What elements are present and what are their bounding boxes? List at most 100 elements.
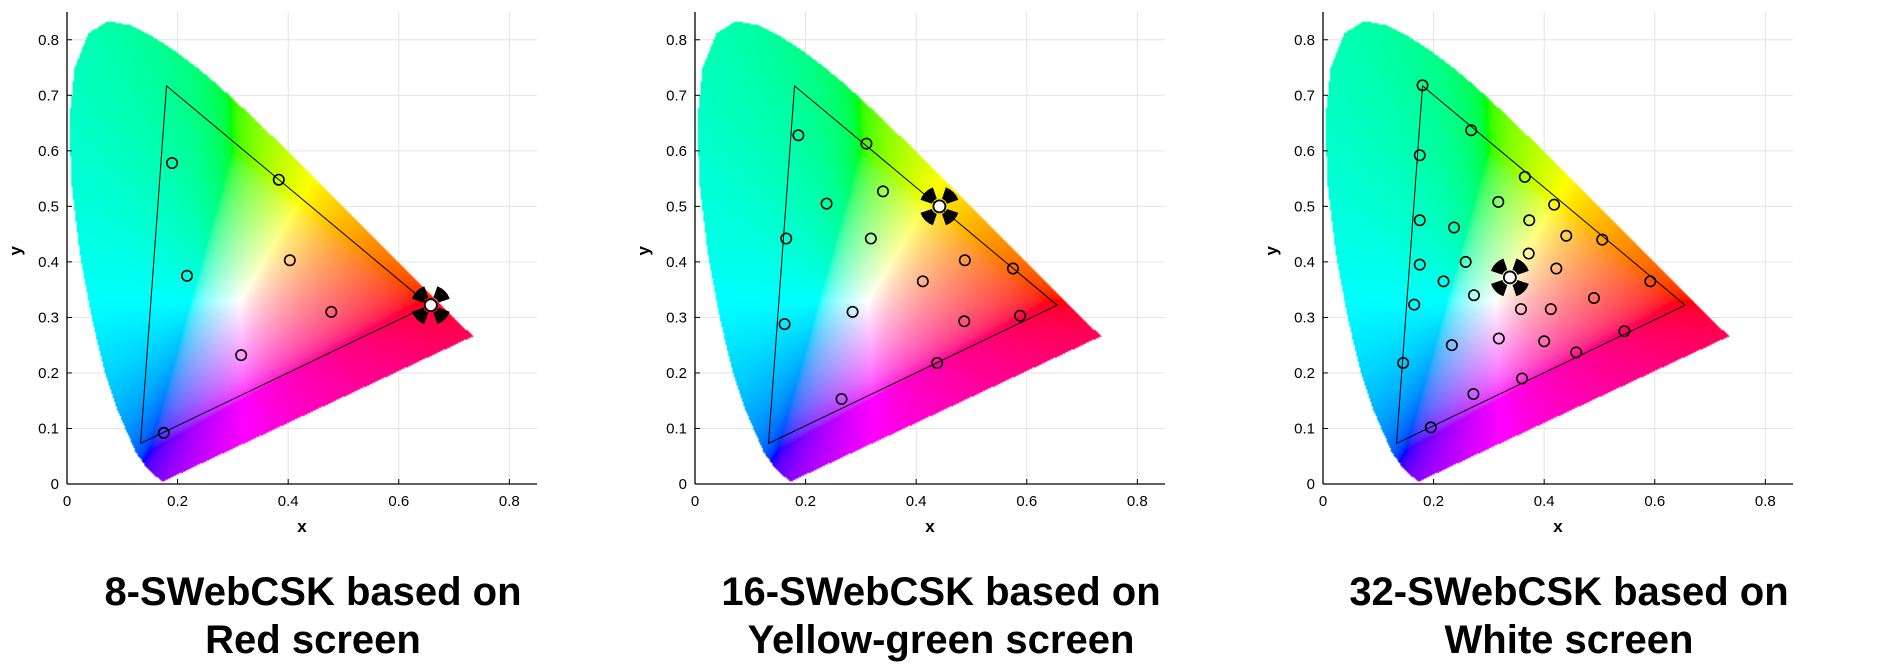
y-tick-label: 0.6 xyxy=(1294,143,1315,160)
y-tick-label: 0.7 xyxy=(38,87,59,104)
chromaticity-diagram xyxy=(67,12,482,484)
caption-line-2: Yellow-green screen xyxy=(747,618,1135,662)
y-tick-label: 0.4 xyxy=(666,254,687,271)
chart-panel-yellow-green: 0 0.2 0.4 0.6 0.8 0 0.1 0.2 0.3 0.4 0.5 0.6 0.7 0.8 x y… xyxy=(628,0,1254,669)
chart-panel-red: 0 0.2 0.4 0.6 0.8 0 0.1 0.2 0.3 0.4 0.5 0.6 0.7 0.8 x y… xyxy=(0,0,626,669)
marker-petal xyxy=(411,286,429,303)
data-point xyxy=(1560,229,1573,242)
data-point xyxy=(1397,356,1410,369)
x-tick-label: 0.8 xyxy=(1127,493,1148,510)
x-tick-label: 0.6 xyxy=(1644,493,1665,510)
caption: 32-SWebCSK based on White screen xyxy=(1256,568,1877,664)
y-tick-label: 0.2 xyxy=(1294,365,1315,382)
y-tick-label: 0.8 xyxy=(1294,32,1315,49)
y-tick-label: 0.5 xyxy=(1294,198,1315,215)
y-tick-label: 0.2 xyxy=(38,365,59,382)
data-point xyxy=(166,157,179,170)
x-axis-label: x xyxy=(297,517,307,536)
y-tick-label: 0.6 xyxy=(38,143,59,160)
data-point xyxy=(1413,214,1426,227)
data-point xyxy=(780,232,793,245)
x-tick-label: 0 xyxy=(63,493,71,510)
data-point xyxy=(157,426,170,439)
data-point xyxy=(1644,275,1657,288)
data-point xyxy=(820,197,833,210)
data-point xyxy=(1437,275,1450,288)
x-tick-label: 0.2 xyxy=(1423,493,1444,510)
y-tick-label: 0.1 xyxy=(666,420,687,437)
data-point xyxy=(1014,309,1027,322)
data-point xyxy=(931,356,944,369)
y-tick-label: 0.3 xyxy=(38,309,59,326)
caption-line-2: White screen xyxy=(1444,618,1694,662)
highlight-point xyxy=(423,298,438,313)
data-point xyxy=(1518,170,1531,183)
marker-petal xyxy=(920,187,937,204)
y-tick-label: 0.4 xyxy=(1294,254,1315,271)
x-tick-label: 0.8 xyxy=(499,493,520,510)
x-tick-label: 0 xyxy=(691,493,699,510)
x-tick-label: 0.4 xyxy=(1534,493,1555,510)
marker-petal xyxy=(920,209,937,226)
y-tick-label: 0.8 xyxy=(38,32,59,49)
data-point xyxy=(1448,221,1461,234)
marker-petal xyxy=(942,187,959,204)
data-point xyxy=(1544,303,1557,316)
y-tick-label: 0.8 xyxy=(666,32,687,49)
data-point xyxy=(1538,335,1551,348)
x-tick-label: 0.4 xyxy=(278,493,299,510)
gamut-triangle xyxy=(139,84,431,445)
chart-svg: 0 0.2 0.4 0.6 0.8 0 0.1 0.2 0.3 0.4 0.5 0.6 0.7 0.8 x y xyxy=(634,12,1165,536)
data-point xyxy=(1492,195,1505,208)
data-point xyxy=(860,137,873,150)
data-point xyxy=(1006,262,1019,275)
marker-petal xyxy=(1512,258,1529,275)
data-point xyxy=(1413,149,1426,162)
marker-petal xyxy=(1491,280,1508,297)
data-point xyxy=(1618,325,1631,338)
gamut-triangle xyxy=(1395,84,1687,445)
chart-panel-white: 0 0.2 0.4 0.6 0.8 0 0.1 0.2 0.3 0.4 0.5 0.6 0.7 0.8 x y… xyxy=(1256,0,1877,669)
data-point xyxy=(1523,214,1536,227)
caption: 16-SWebCSK based on Yellow-green screen xyxy=(628,568,1254,664)
chart-svg: 0 0.2 0.4 0.6 0.8 0 0.1 0.2 0.3 0.4 0.5 0.6 0.7 0.8 x y xyxy=(6,12,537,536)
data-point xyxy=(283,254,296,267)
data-point xyxy=(792,129,805,142)
caption: 8-SWebCSK based on Red screen xyxy=(0,568,626,664)
data-point xyxy=(180,269,193,282)
marker-petal xyxy=(1512,280,1529,297)
marker-petal xyxy=(942,209,959,226)
data-point xyxy=(1550,262,1563,275)
data-point xyxy=(1596,233,1609,246)
highlight-point xyxy=(932,199,947,214)
data-point xyxy=(1514,303,1527,316)
y-tick-label: 0 xyxy=(1307,476,1315,493)
x-tick-label: 0.6 xyxy=(1016,493,1037,510)
data-point xyxy=(916,275,929,288)
x-tick-label: 0.2 xyxy=(167,493,188,510)
marker-petal xyxy=(433,307,450,325)
y-tick-label: 0 xyxy=(679,476,687,493)
data-point xyxy=(1413,258,1426,271)
data-point xyxy=(1570,346,1583,359)
data-point xyxy=(958,254,971,267)
data-point xyxy=(958,315,971,328)
screen-color-marker xyxy=(411,286,450,325)
marker-petal xyxy=(433,286,450,303)
data-point xyxy=(1522,247,1535,260)
data-point xyxy=(1548,198,1561,211)
screen-color-marker xyxy=(1491,258,1529,297)
data-point xyxy=(1587,291,1600,304)
y-axis-label: y xyxy=(634,246,653,256)
y-tick-label: 0.1 xyxy=(1294,420,1315,437)
y-tick-label: 0.4 xyxy=(38,254,59,271)
data-point xyxy=(1465,124,1478,137)
data-point xyxy=(325,305,338,318)
x-tick-label: 0.2 xyxy=(795,493,816,510)
caption-line-2: Red screen xyxy=(205,618,421,662)
y-tick-label: 0.3 xyxy=(666,309,687,326)
x-tick-label: 0.4 xyxy=(906,493,927,510)
x-axis-label: x xyxy=(925,517,935,536)
data-point xyxy=(835,393,848,406)
